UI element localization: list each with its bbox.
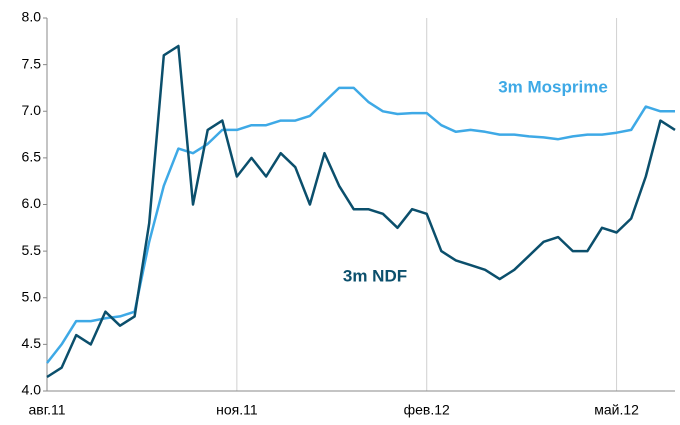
y-tick-label: 6.0 — [22, 195, 42, 211]
x-tick-label: ноя.11 — [216, 402, 258, 418]
x-tick-label: авг.11 — [28, 402, 65, 418]
series-label: 3m Mosprime — [498, 77, 608, 96]
y-tick-label: 6.5 — [22, 149, 42, 165]
series-label: 3m NDF — [343, 266, 407, 285]
y-tick-label: 4.0 — [22, 382, 42, 398]
y-tick-label: 8.0 — [22, 9, 42, 25]
y-tick-label: 5.5 — [22, 242, 42, 258]
x-tick-label: фев.12 — [404, 402, 450, 418]
x-tick-label: май.12 — [594, 402, 639, 418]
series-line — [46, 44, 676, 379]
series-line — [46, 86, 675, 364]
y-tick-label: 5.0 — [22, 288, 42, 304]
y-tick-label: 7.0 — [22, 102, 42, 118]
y-tick-label: 7.5 — [22, 55, 42, 71]
y-tick-label: 4.5 — [22, 335, 42, 351]
